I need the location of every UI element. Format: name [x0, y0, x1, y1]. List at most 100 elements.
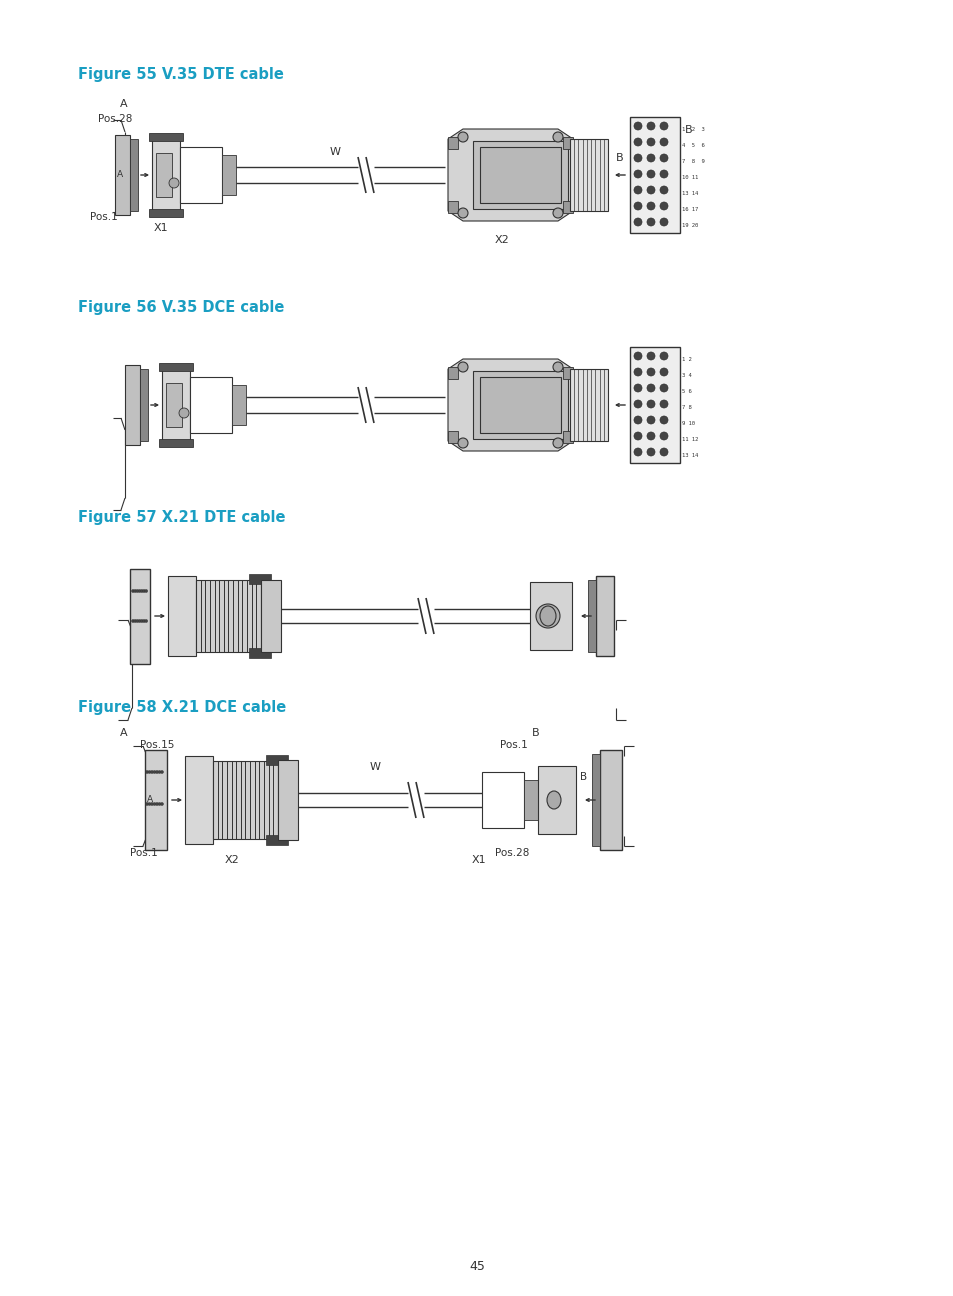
- Circle shape: [457, 132, 468, 143]
- Bar: [448, 367, 457, 378]
- Circle shape: [634, 218, 641, 226]
- Text: W: W: [330, 146, 340, 157]
- Circle shape: [646, 432, 655, 441]
- Text: Pos.1: Pos.1: [130, 848, 157, 858]
- Circle shape: [140, 590, 143, 592]
- Text: B: B: [616, 153, 623, 163]
- Bar: [149, 209, 183, 216]
- Bar: [448, 137, 457, 149]
- Circle shape: [146, 771, 149, 774]
- Circle shape: [155, 802, 158, 806]
- Circle shape: [152, 771, 156, 774]
- Bar: [180, 146, 222, 203]
- Bar: [125, 365, 140, 445]
- Circle shape: [145, 590, 148, 592]
- Text: 4  5  6: 4 5 6: [681, 143, 704, 148]
- Text: X1: X1: [153, 223, 169, 233]
- Bar: [213, 761, 277, 839]
- Text: 7 8: 7 8: [681, 404, 691, 410]
- Circle shape: [646, 218, 655, 226]
- Text: 1  2  3: 1 2 3: [681, 127, 704, 132]
- Text: Figure 55 V.35 DTE cable: Figure 55 V.35 DTE cable: [78, 67, 284, 82]
- Circle shape: [659, 218, 667, 226]
- Text: 13 14: 13 14: [681, 191, 698, 196]
- Bar: [569, 139, 607, 211]
- Circle shape: [634, 122, 641, 130]
- Text: Pos.1: Pos.1: [499, 740, 527, 750]
- Text: Pos.28: Pos.28: [495, 848, 529, 858]
- Bar: [249, 574, 271, 584]
- Bar: [599, 750, 621, 850]
- Circle shape: [151, 802, 153, 806]
- Text: A: A: [117, 170, 123, 179]
- Circle shape: [142, 590, 146, 592]
- Text: 1 2: 1 2: [681, 356, 691, 362]
- Text: Figure 58 X.21 DCE cable: Figure 58 X.21 DCE cable: [78, 700, 286, 715]
- Bar: [190, 377, 232, 433]
- Bar: [266, 835, 288, 845]
- Bar: [481, 772, 523, 828]
- Text: B: B: [579, 772, 586, 781]
- Circle shape: [160, 802, 163, 806]
- Circle shape: [659, 368, 667, 376]
- Bar: [562, 201, 573, 213]
- Circle shape: [659, 448, 667, 456]
- Bar: [629, 117, 679, 233]
- Bar: [448, 201, 457, 213]
- Bar: [130, 569, 150, 664]
- Circle shape: [659, 416, 667, 424]
- Bar: [249, 648, 271, 658]
- Bar: [448, 432, 457, 443]
- Circle shape: [142, 619, 146, 622]
- Bar: [479, 146, 560, 203]
- Bar: [596, 575, 614, 656]
- Circle shape: [138, 590, 141, 592]
- Circle shape: [148, 802, 151, 806]
- Circle shape: [634, 154, 641, 162]
- Polygon shape: [448, 130, 573, 222]
- Circle shape: [634, 416, 641, 424]
- Circle shape: [553, 207, 562, 218]
- Circle shape: [634, 384, 641, 391]
- Bar: [115, 135, 130, 215]
- Circle shape: [659, 154, 667, 162]
- Circle shape: [553, 438, 562, 448]
- Text: Figure 56 V.35 DCE cable: Figure 56 V.35 DCE cable: [78, 299, 284, 315]
- Text: X1: X1: [472, 855, 486, 864]
- Bar: [523, 780, 537, 820]
- Circle shape: [135, 619, 139, 622]
- Circle shape: [634, 202, 641, 210]
- Text: B: B: [684, 124, 692, 135]
- Text: Pos.28: Pos.28: [98, 114, 132, 124]
- Bar: [145, 750, 167, 850]
- Circle shape: [634, 432, 641, 441]
- Circle shape: [634, 368, 641, 376]
- Bar: [261, 581, 281, 652]
- Text: A: A: [120, 728, 128, 737]
- Circle shape: [160, 771, 163, 774]
- Bar: [629, 347, 679, 463]
- Circle shape: [659, 137, 667, 146]
- Circle shape: [659, 170, 667, 178]
- Text: Figure 57 X.21 DTE cable: Figure 57 X.21 DTE cable: [78, 511, 285, 525]
- Bar: [587, 581, 596, 652]
- Circle shape: [646, 154, 655, 162]
- Bar: [592, 754, 599, 846]
- Circle shape: [634, 187, 641, 194]
- Text: 9 10: 9 10: [681, 421, 695, 426]
- Bar: [479, 377, 560, 433]
- Bar: [166, 384, 182, 426]
- Bar: [266, 756, 288, 765]
- Circle shape: [158, 802, 161, 806]
- Circle shape: [646, 368, 655, 376]
- Bar: [530, 582, 572, 651]
- Text: B: B: [532, 728, 539, 737]
- Ellipse shape: [539, 607, 556, 626]
- Bar: [185, 756, 213, 844]
- Bar: [159, 439, 193, 447]
- Text: 45: 45: [469, 1260, 484, 1273]
- Bar: [473, 141, 567, 209]
- Bar: [159, 363, 193, 371]
- Ellipse shape: [546, 791, 560, 809]
- Circle shape: [146, 802, 149, 806]
